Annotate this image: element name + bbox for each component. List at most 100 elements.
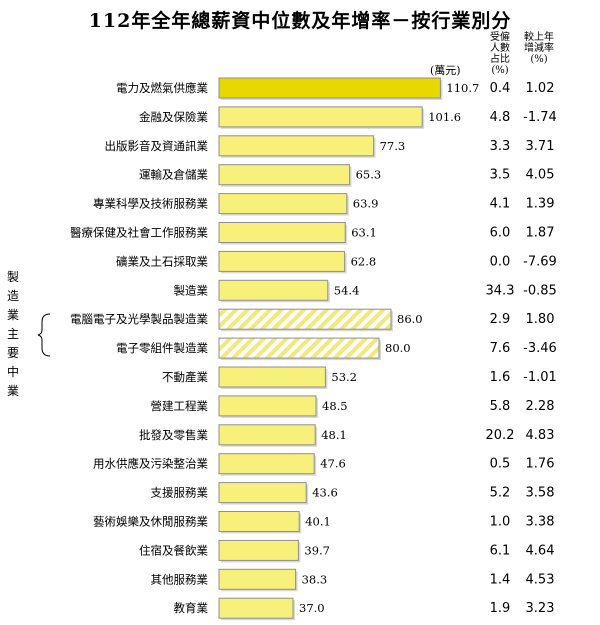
bar [218,366,326,388]
category-label: 醫療保健及社會工作服務業 [70,226,208,240]
value-label: 53.2 [331,370,357,384]
header-annual-change: 較上年增減率(%) [524,32,554,65]
annual-change-value: 1.39 [526,197,555,212]
employment-share-value: 1.4 [490,572,511,587]
bar [218,568,297,590]
category-label: 電子零組件製造業 [116,341,208,355]
bar [218,77,441,99]
value-label: 48.5 [322,399,348,413]
annual-change-value: 1.80 [526,312,555,327]
value-label: 110.7 [446,81,479,95]
annual-change-value: -3.46 [523,341,557,356]
bar [218,250,346,272]
bar [218,164,351,186]
value-label: 43.6 [312,486,338,500]
annual-change-value: 3.38 [526,515,555,530]
annual-change-value: 4.83 [526,428,555,443]
category-label: 營建工程業 [151,399,209,413]
category-label: 專業科學及技術服務業 [93,197,208,211]
category-label: 住宿及餐飲業 [139,543,208,557]
category-label: 用水供應及污染整治業 [93,457,208,471]
category-label: 電力及燃氣供應業 [116,81,208,95]
bar [218,193,348,215]
employment-share-value: 1.6 [490,370,511,385]
category-label: 出版影音及資通訊業 [105,139,209,153]
value-label: 47.6 [320,457,346,471]
employment-share-value: 6.0 [490,226,511,241]
annual-change-value: 4.64 [526,543,555,558]
subindustry-brace [37,313,51,357]
unit-label: (萬元) [430,64,461,77]
value-label: 40.1 [305,515,331,529]
bar [218,424,316,446]
value-label: 48.1 [321,428,347,442]
bar [218,482,307,504]
manufacturing-subindustry-label: 製造業主要中業 [6,270,19,398]
annual-change-value: -1.01 [523,370,557,385]
employment-share-value: 3.5 [490,168,511,183]
bar [218,453,315,475]
annual-change-value: 1.76 [526,457,555,472]
annual-change-value: -1.74 [523,110,557,125]
value-label: 80.0 [385,341,411,355]
employment-share-value: 3.3 [490,139,511,154]
employment-share-value: 1.0 [490,515,511,530]
annual-change-value: 4.05 [526,168,555,183]
annual-change-value: -7.69 [523,254,557,269]
employment-share-value: 34.3 [486,283,515,298]
annual-change-value: 4.53 [526,572,555,587]
category-label: 支援服務業 [151,486,209,500]
category-label: 運輸及倉儲業 [139,168,208,182]
value-label: 54.4 [334,283,360,297]
employment-share-value: 4.8 [490,110,511,125]
employment-share-value: 5.2 [490,486,511,501]
category-label: 其他服務業 [151,572,209,586]
annual-change-value: 3.71 [526,139,555,154]
bar [218,539,299,561]
category-label: 礦業及土石採取業 [116,254,208,268]
bar [218,308,392,330]
bar [218,337,380,359]
annual-change-value: 2.28 [526,399,555,414]
employment-share-value: 5.8 [490,399,511,414]
annual-change-value: -0.85 [523,283,557,298]
value-label: 63.1 [351,226,377,240]
employment-share-value: 2.9 [490,312,511,327]
value-label: 65.3 [356,168,382,182]
value-label: 38.3 [302,572,328,586]
employment-share-value: 6.1 [490,543,511,558]
header-employment-share: 受僱人數占比(%) [490,32,510,76]
category-label: 不動產業 [162,370,208,384]
bar [218,106,423,128]
value-label: 86.0 [397,312,423,326]
category-label: 電腦電子及光學製品製造業 [70,312,208,326]
category-label: 藝術娛樂及休閒服務業 [93,515,208,529]
employment-share-value: 7.6 [490,341,511,356]
bar [218,279,329,301]
bar [218,395,317,417]
bar [218,135,375,157]
value-label: 101.6 [428,110,461,124]
value-label: 37.0 [299,601,325,615]
value-label: 62.8 [351,254,377,268]
employment-share-value: 20.2 [486,428,515,443]
bar [218,597,294,619]
employment-share-value: 0.5 [490,457,511,472]
category-label: 批發及零售業 [139,428,208,442]
employment-share-value: 4.1 [490,197,511,212]
annual-change-value: 3.58 [526,486,555,501]
bar [218,222,346,243]
annual-change-value: 1.87 [526,226,555,241]
value-label: 39.7 [304,543,330,557]
category-label: 金融及保險業 [139,110,208,124]
employment-share-value: 0.0 [490,254,511,269]
value-label: 77.3 [380,139,406,153]
bar [218,511,300,532]
annual-change-value: 3.23 [526,601,555,616]
employment-share-value: 0.4 [490,81,511,96]
category-label: 教育業 [174,601,209,615]
chart-title: 112年全年總薪資中位數及年增率－按行業別分 [88,10,512,32]
employment-share-value: 1.9 [490,601,511,616]
annual-change-value: 1.02 [526,81,555,96]
